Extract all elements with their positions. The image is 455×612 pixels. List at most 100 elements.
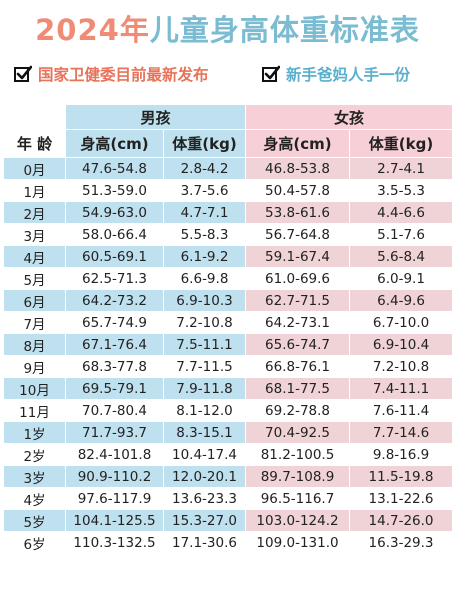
age-cell: 1岁	[3, 421, 66, 444]
boy-height-cell: 64.2-73.2	[65, 289, 164, 312]
table-row: 3岁 90.9-110.2 12.0-20.1 89.7-108.9 11.5-19.8	[3, 465, 454, 488]
table-row: 9月 68.3-77.8 7.7-11.5 66.8-76.1 7.2-10.8	[3, 355, 454, 378]
boy-height-cell: 82.4-101.8	[65, 443, 164, 466]
boy-weight-cell: 7.5-11.1	[162, 333, 247, 356]
boy-weight-cell: 7.2-10.8	[162, 311, 247, 334]
boy-weight-cell: 6.6-9.8	[162, 267, 247, 290]
boy-height-cell: 69.5-79.1	[65, 377, 164, 400]
girl-weight-cell: 7.7-14.6	[349, 421, 454, 444]
table-row: 7月 65.7-74.9 7.2-10.8 64.2-73.1 6.7-10.0	[3, 311, 454, 334]
boy-weight-cell: 8.1-12.0	[162, 399, 247, 422]
title-main: 儿童身高体重标准表	[149, 13, 420, 47]
boy-height-column-header: 身高(cm)	[65, 129, 164, 158]
boy-weight-column-header: 体重(kg)	[162, 129, 247, 158]
girl-weight-cell: 6.0-9.1	[349, 267, 454, 290]
boy-height-cell: 97.6-117.9	[65, 487, 164, 510]
table-row: 6月 64.2-73.2 6.9-10.3 62.7-71.5 6.4-9.6	[3, 289, 454, 312]
table-row: 8月 67.1-76.4 7.5-11.1 65.6-74.7 6.9-10.4	[3, 333, 454, 356]
boy-weight-cell: 7.7-11.5	[162, 355, 247, 378]
girl-height-cell: 50.4-57.8	[245, 179, 351, 202]
subtitle-bar: 国家卫健委目前最新发布 新手爸妈人手一份	[0, 62, 455, 86]
subtitle-left-text: 国家卫健委目前最新发布	[38, 66, 209, 84]
age-cell: 3月	[3, 223, 66, 246]
girl-weight-cell: 14.7-26.0	[349, 509, 454, 532]
boy-height-cell: 70.7-80.4	[65, 399, 164, 422]
girl-height-cell: 69.2-78.8	[245, 399, 351, 422]
boy-height-cell: 60.5-69.1	[65, 245, 164, 268]
table-row: 1岁 71.7-93.7 8.3-15.1 70.4-92.5 7.7-14.6	[3, 421, 454, 444]
girl-height-cell: 46.8-53.8	[245, 157, 351, 180]
age-cell: 4月	[3, 245, 66, 268]
table-row: 1月 51.3-59.0 3.7-5.6 50.4-57.8 3.5-5.3	[3, 179, 454, 202]
age-column-header: 年 龄	[3, 129, 66, 158]
girl-height-cell: 103.0-124.2	[245, 509, 351, 532]
boy-weight-cell: 6.1-9.2	[162, 245, 247, 268]
boy-weight-cell: 5.5-8.3	[162, 223, 247, 246]
age-cell: 5岁	[3, 509, 66, 532]
girl-weight-cell: 6.7-10.0	[349, 311, 454, 334]
table-body: 男孩 女孩 年 龄 身高(cm) 体重(kg) 身高(cm) 体重(kg) 0月…	[3, 104, 454, 554]
boy-weight-cell: 10.4-17.4	[162, 443, 247, 466]
age-cell: 2月	[3, 201, 66, 224]
age-cell: 6月	[3, 289, 66, 312]
girl-height-cell: 56.7-64.8	[245, 223, 351, 246]
table-row: 6岁 110.3-132.5 17.1-30.6 109.0-131.0 16.3-29…	[3, 531, 454, 554]
boy-height-cell: 62.5-71.3	[65, 267, 164, 290]
girl-height-cell: 81.2-100.5	[245, 443, 351, 466]
boy-weight-cell: 6.9-10.3	[162, 289, 247, 312]
boy-height-cell: 68.3-77.8	[65, 355, 164, 378]
boy-weight-cell: 4.7-7.1	[162, 201, 247, 224]
girl-height-cell: 68.1-77.5	[245, 377, 351, 400]
boy-height-cell: 54.9-63.0	[65, 201, 164, 224]
boy-weight-cell: 7.9-11.8	[162, 377, 247, 400]
boy-height-cell: 71.7-93.7	[65, 421, 164, 444]
girl-height-cell: 53.8-61.6	[245, 201, 351, 224]
page-title: 2024年儿童身高体重标准表	[0, 12, 455, 48]
table-column-header-row: 年 龄 身高(cm) 体重(kg) 身高(cm) 体重(kg)	[3, 129, 454, 158]
age-cell: 9月	[3, 355, 66, 378]
girl-height-cell: 89.7-108.9	[245, 465, 351, 488]
age-cell: 8月	[3, 333, 66, 356]
growth-standards-table-container: 男孩 女孩 年 龄 身高(cm) 体重(kg) 身高(cm) 体重(kg) 0月…	[3, 104, 454, 554]
checkbox-checked-icon	[262, 65, 280, 82]
girl-height-cell: 62.7-71.5	[245, 289, 351, 312]
subtitle-left: 国家卫健委目前最新发布	[14, 62, 209, 86]
age-cell: 5月	[3, 267, 66, 290]
girl-weight-cell: 4.4-6.6	[349, 201, 454, 224]
age-cell: 10月	[3, 377, 66, 400]
boy-height-cell: 58.0-66.4	[65, 223, 164, 246]
boys-header: 男孩	[64, 104, 247, 130]
girl-weight-cell: 16.3-29.3	[349, 531, 454, 554]
girl-height-cell: 96.5-116.7	[245, 487, 351, 510]
subtitle-right: 新手爸妈人手一份	[262, 62, 410, 86]
boy-height-cell: 47.6-54.8	[65, 157, 164, 180]
girl-weight-column-header: 体重(kg)	[349, 129, 454, 158]
table-row: 5月 62.5-71.3 6.6-9.8 61.0-69.6 6.0-9.1	[3, 267, 454, 290]
age-cell: 3岁	[3, 465, 66, 488]
girl-height-cell: 64.2-73.1	[245, 311, 351, 334]
table-row: 5岁 104.1-125.5 15.3-27.0 103.0-124.2 14.7-26…	[3, 509, 454, 532]
girl-weight-cell: 9.8-16.9	[349, 443, 454, 466]
girl-height-cell: 66.8-76.1	[245, 355, 351, 378]
age-cell: 6岁	[3, 531, 66, 554]
girl-weight-cell: 11.5-19.8	[349, 465, 454, 488]
girl-height-cell: 70.4-92.5	[245, 421, 351, 444]
growth-standards-table: 男孩 女孩 年 龄 身高(cm) 体重(kg) 身高(cm) 体重(kg) 0月…	[3, 104, 454, 554]
girl-weight-cell: 7.6-11.4	[349, 399, 454, 422]
boy-weight-cell: 13.6-23.3	[162, 487, 247, 510]
table-group-header-row: 男孩 女孩	[3, 104, 454, 130]
boy-height-cell: 104.1-125.5	[65, 509, 164, 532]
table-row: 3月 58.0-66.4 5.5-8.3 56.7-64.8 5.1-7.6	[3, 223, 454, 246]
age-cell: 2岁	[3, 443, 66, 466]
subtitle-right-text: 新手爸妈人手一份	[286, 66, 411, 84]
girl-weight-cell: 5.1-7.6	[349, 223, 454, 246]
girls-header: 女孩	[245, 104, 454, 130]
title-year: 2024年	[35, 13, 150, 47]
table-row: 10月 69.5-79.1 7.9-11.8 68.1-77.5 7.4-11.1	[3, 377, 454, 400]
girl-height-column-header: 身高(cm)	[245, 129, 351, 158]
girl-weight-cell: 6.4-9.6	[349, 289, 454, 312]
age-cell: 11月	[3, 399, 66, 422]
boy-height-cell: 67.1-76.4	[65, 333, 164, 356]
girl-height-cell: 59.1-67.4	[245, 245, 351, 268]
table-row: 2月 54.9-63.0 4.7-7.1 53.8-61.6 4.4-6.6	[3, 201, 454, 224]
